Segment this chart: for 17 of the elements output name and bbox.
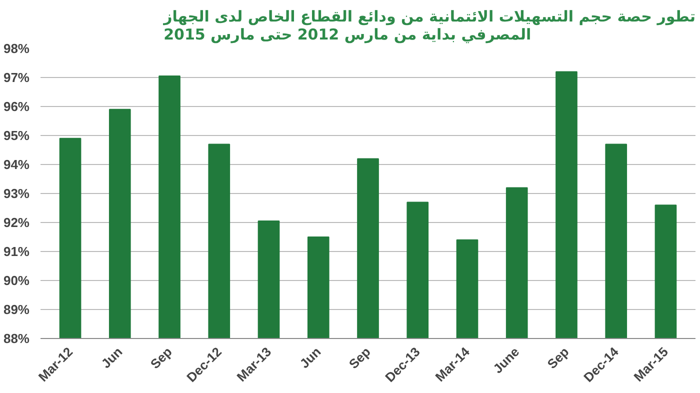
x-tick-label: Sep	[346, 344, 374, 372]
x-tick-label: Jun	[296, 344, 324, 372]
y-tick-label: 91%	[3, 244, 30, 259]
y-tick-label: 97%	[3, 70, 30, 85]
y-tick-label: 96%	[3, 99, 30, 114]
y-tick-label: 88%	[3, 331, 30, 346]
y-tick-label: 95%	[3, 128, 30, 143]
chart-title: تطور حصة حجم التسهيلات الائتمانية من ودائع القطاع الخاص لدى الجهاز المصرفي بداية من مارس 2012 حتى مارس 2015	[162, 8, 696, 44]
y-tick-label: 93%	[3, 186, 30, 201]
x-tick-label: Jun	[98, 344, 126, 372]
y-tick-label: 98%	[3, 41, 30, 56]
x-tick-label: Sep	[147, 344, 175, 372]
y-tick-label: 94%	[3, 157, 30, 172]
x-tick-label: Sep	[544, 344, 572, 372]
y-tick-label: 89%	[3, 302, 30, 317]
y-tick-label: 90%	[3, 273, 30, 288]
y-tick-label: 92%	[3, 215, 30, 230]
